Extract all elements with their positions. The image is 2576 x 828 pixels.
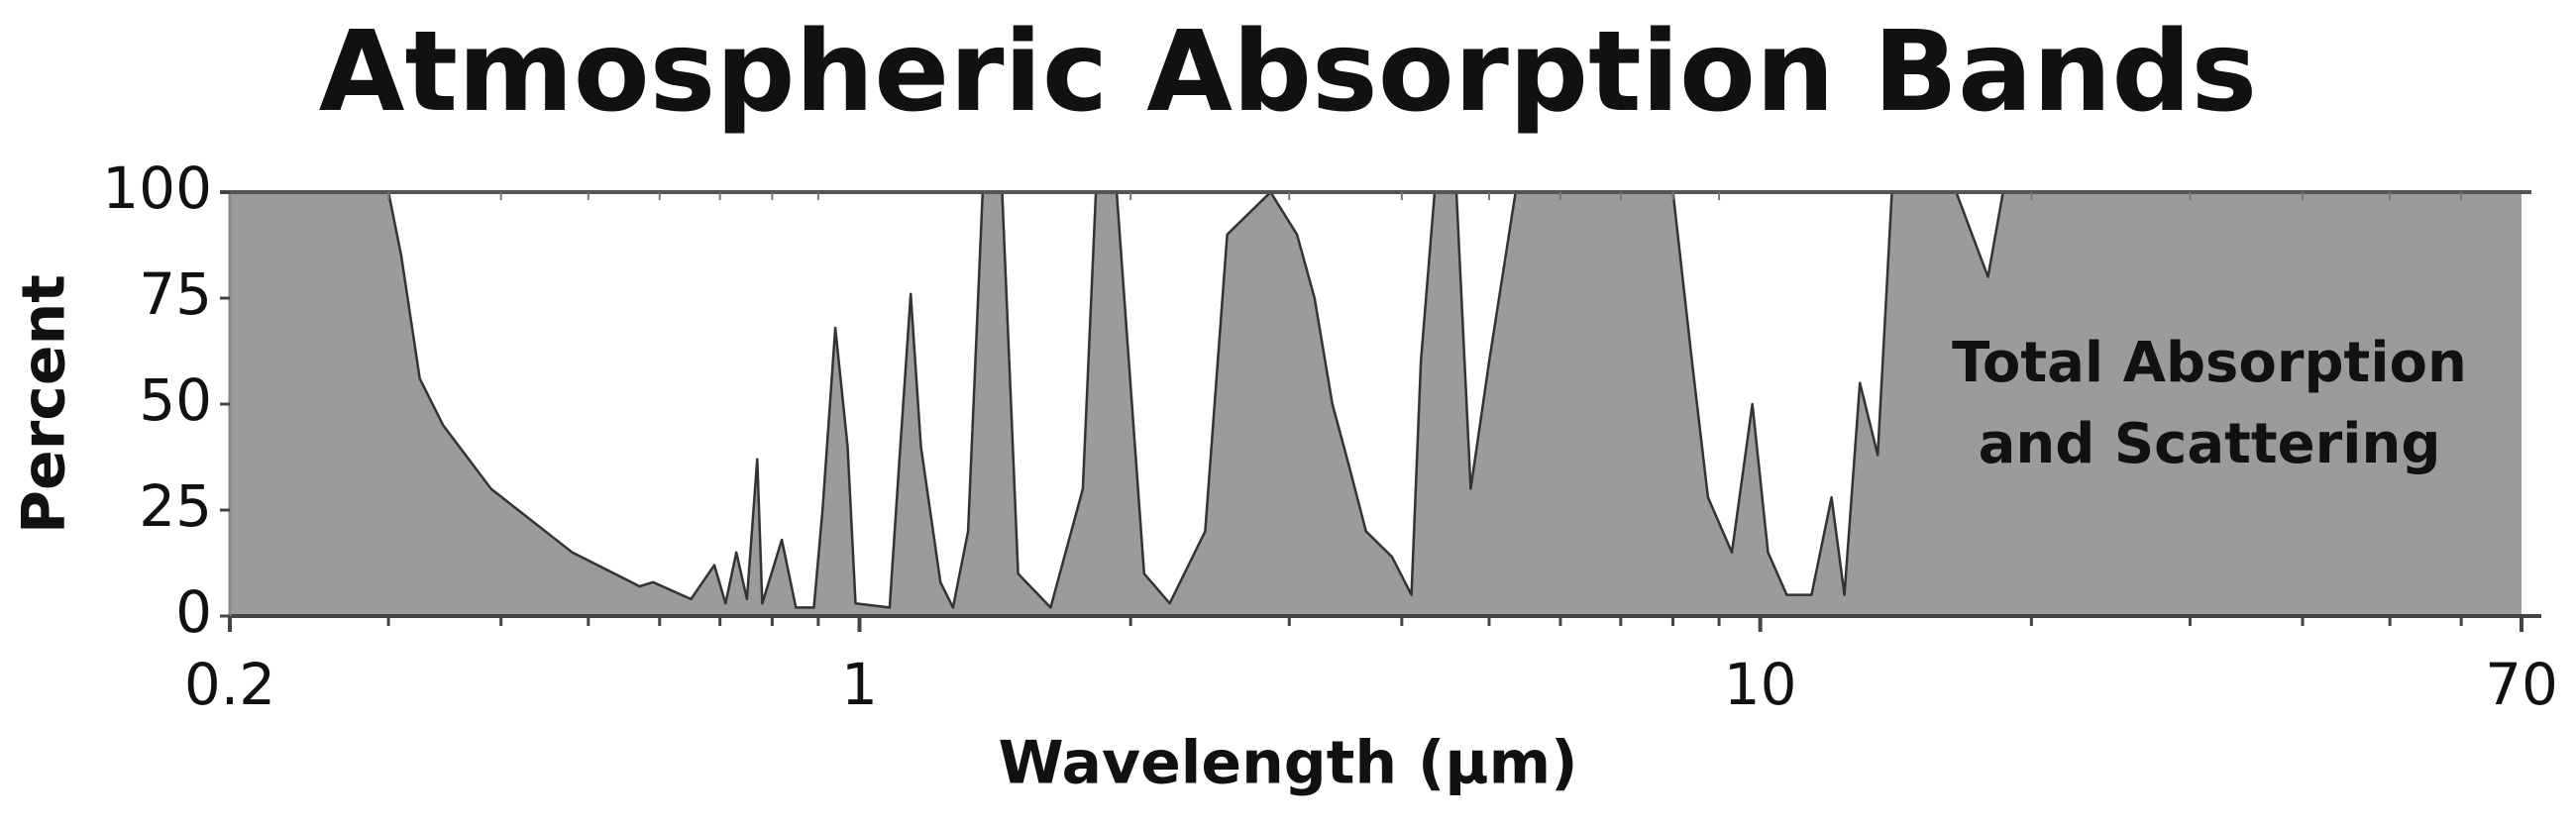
x-tick-label: 10: [1724, 651, 1797, 718]
x-axis-label: Wavelength (µm): [998, 729, 1577, 798]
x-tick-label: 70: [2485, 651, 2558, 718]
y-tick-label: 25: [139, 472, 212, 540]
y-tick-label: 0: [175, 578, 212, 646]
y-axis-label: Percent: [10, 274, 79, 534]
area: [230, 192, 2522, 616]
annotation: Total Absorption: [1952, 331, 2467, 395]
chart-title: Atmospheric Absorption Bands: [319, 8, 2257, 137]
y-tick-label: 50: [139, 366, 212, 434]
plot-area: 0 25 50 75 100 0.2 1 10 70: [102, 155, 2558, 718]
x-tick-label: 0.2: [184, 651, 275, 718]
x-tick-label: 1: [841, 651, 878, 718]
y-tick-label: 100: [102, 155, 212, 222]
annotation: and Scattering: [1979, 412, 2441, 476]
y-tick-label: 75: [139, 260, 212, 328]
